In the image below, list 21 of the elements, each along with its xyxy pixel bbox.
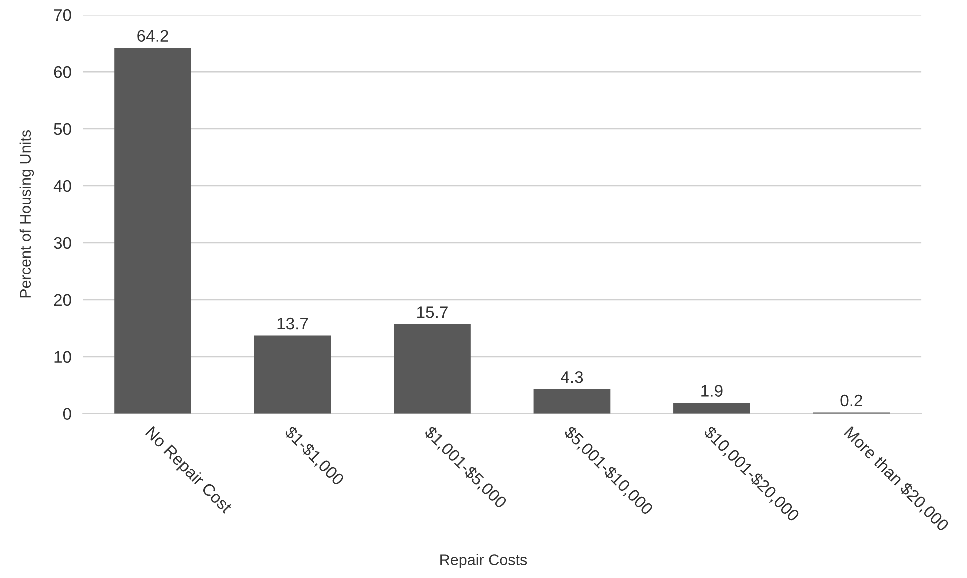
bar	[114, 48, 192, 414]
bar	[534, 389, 611, 414]
data-label: 0.2	[840, 394, 862, 407]
data-label: 15.7	[418, 306, 448, 318]
y-axis-title: Percent of Housing Units	[20, 130, 34, 298]
y-tick-label: 0	[63, 408, 72, 420]
y-tick-label: 10	[54, 351, 72, 364]
data-label: 13.7	[278, 318, 308, 330]
y-tick-label: 60	[54, 66, 72, 78]
data-label: 1.9	[702, 385, 723, 397]
bar	[394, 324, 471, 414]
data-label: 4.3	[561, 371, 584, 384]
y-tick-label: 20	[54, 294, 72, 306]
data-label: 64.2	[138, 30, 168, 42]
y-tick-label: 70	[54, 9, 72, 22]
bar	[674, 403, 750, 414]
y-tick-label: 50	[54, 123, 72, 136]
y-tick-label: 40	[54, 180, 72, 192]
x-axis-title: Repair Costs	[440, 554, 528, 568]
y-tick-label: 30	[54, 237, 72, 250]
bar	[254, 336, 332, 414]
